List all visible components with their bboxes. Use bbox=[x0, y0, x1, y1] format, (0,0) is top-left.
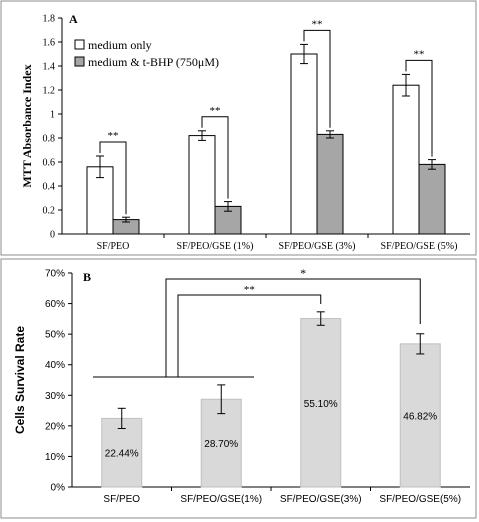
panel-a-legend-label: medium only bbox=[88, 38, 152, 52]
panel-b-bar bbox=[300, 318, 342, 488]
panel-b-bar bbox=[101, 417, 143, 488]
panel-b-significance-bracket bbox=[165, 278, 421, 377]
panel-b: 0% 10% 20% 30% 40% 50% 60% 70% Cells Survival Ra… bbox=[0, 258, 477, 519]
panel-a-x-tick-label: SF/PEO bbox=[97, 241, 130, 252]
panel-a-y-tick-label: 1.2 bbox=[43, 86, 56, 97]
panel-b-x-tick-label: SF/PEO bbox=[103, 494, 140, 505]
panel-b-y-tick-label: 20% bbox=[45, 421, 65, 432]
panel-a-bar-t-bhp bbox=[214, 205, 242, 235]
panel-b-y-tick-label: 70% bbox=[45, 269, 65, 280]
panel-a-significance-bracket bbox=[303, 29, 331, 128]
panel-a-significance-label: ** bbox=[312, 18, 323, 30]
panel-a-bar-medium-only bbox=[188, 135, 216, 235]
panel-b-label: B bbox=[83, 270, 91, 284]
panel-a-y-tick-label: 0 bbox=[50, 230, 55, 241]
panel-b-significance-bracket bbox=[177, 294, 322, 377]
panel-a-label: A bbox=[69, 12, 78, 26]
panel-a-y-axis-title: MTT Absorbance Index bbox=[20, 64, 34, 187]
panel-b-bar bbox=[399, 343, 441, 488]
panel-a-significance-bracket bbox=[99, 141, 127, 215]
panel-a-bar-medium-only bbox=[290, 53, 318, 235]
panel-a-significance-label: ** bbox=[108, 130, 119, 142]
panel-a-legend-swatch bbox=[74, 56, 85, 67]
panel-a-bar-t-bhp bbox=[316, 133, 344, 235]
panel-a-y-tick-label: 0.4 bbox=[43, 182, 56, 193]
panel-a-significance-bracket bbox=[405, 59, 433, 157]
panel-b-x-tick-label: SF/PEO/GSE(5%) bbox=[379, 494, 461, 505]
panel-b-y-tick-label: 30% bbox=[45, 391, 65, 402]
panel-a-y-tick-label: 1.8 bbox=[43, 14, 56, 25]
panel-a-x-tick-label: SF/PEO/GSE (3%) bbox=[279, 241, 356, 252]
panel-a-bar-t-bhp bbox=[418, 163, 446, 235]
panel-b-x-tick-label: SF/PEO/GSE(3%) bbox=[280, 494, 362, 505]
panel-a-x-tick-label: SF/PEO/GSE (5%) bbox=[381, 241, 458, 252]
panel-a-y-tick-label: 0.2 bbox=[43, 206, 56, 217]
panel-b-y-axis-title: Cells Survival Rate bbox=[13, 326, 27, 434]
panel-a-y-tick-label: 1.6 bbox=[43, 38, 56, 49]
panel-a: 0 0.2 0.4 0.6 0.8 1 1.2 1.4 1.6 1.8 MTT Absorbance… bbox=[0, 0, 477, 256]
panel-b-data-label: 55.10% bbox=[304, 399, 338, 410]
panel-b-y-tick-label: 10% bbox=[45, 452, 65, 463]
panel-a-legend-swatch bbox=[74, 39, 85, 50]
panel-b-significance-label: ** bbox=[244, 284, 255, 296]
panel-a-significance-label: ** bbox=[210, 105, 221, 117]
panel-a-legend-label: medium & t-BHP (750μM) bbox=[88, 55, 219, 69]
panel-a-y-tick-label: 0.6 bbox=[43, 158, 56, 169]
panel-b-data-label: 46.82% bbox=[403, 411, 437, 422]
panel-b-significance-label: * bbox=[300, 266, 306, 280]
panel-a-y-tick-label: 0.8 bbox=[43, 134, 56, 145]
panel-b-y-tick-label: 50% bbox=[45, 330, 65, 341]
panel-a-bar-medium-only bbox=[392, 84, 420, 235]
panel-a-y-tick-label: 1 bbox=[50, 110, 55, 121]
panel-b-data-label: 28.70% bbox=[204, 439, 238, 450]
panel-a-significance-label: ** bbox=[414, 48, 425, 60]
panel-b-y-tick-label: 60% bbox=[45, 299, 65, 310]
panel-a-x-tick-label: SF/PEO/GSE (1%) bbox=[177, 241, 254, 252]
panel-a-significance-bracket bbox=[201, 116, 229, 199]
panel-b-y-tick-label: 0% bbox=[51, 483, 66, 494]
panel-a-y-tick-label: 1.4 bbox=[43, 62, 56, 73]
panel-b-data-label: 22.44% bbox=[105, 449, 139, 460]
panel-b-y-tick-label: 40% bbox=[45, 360, 65, 371]
panel-b-x-tick-label: SF/PEO/GSE(1%) bbox=[180, 494, 262, 505]
